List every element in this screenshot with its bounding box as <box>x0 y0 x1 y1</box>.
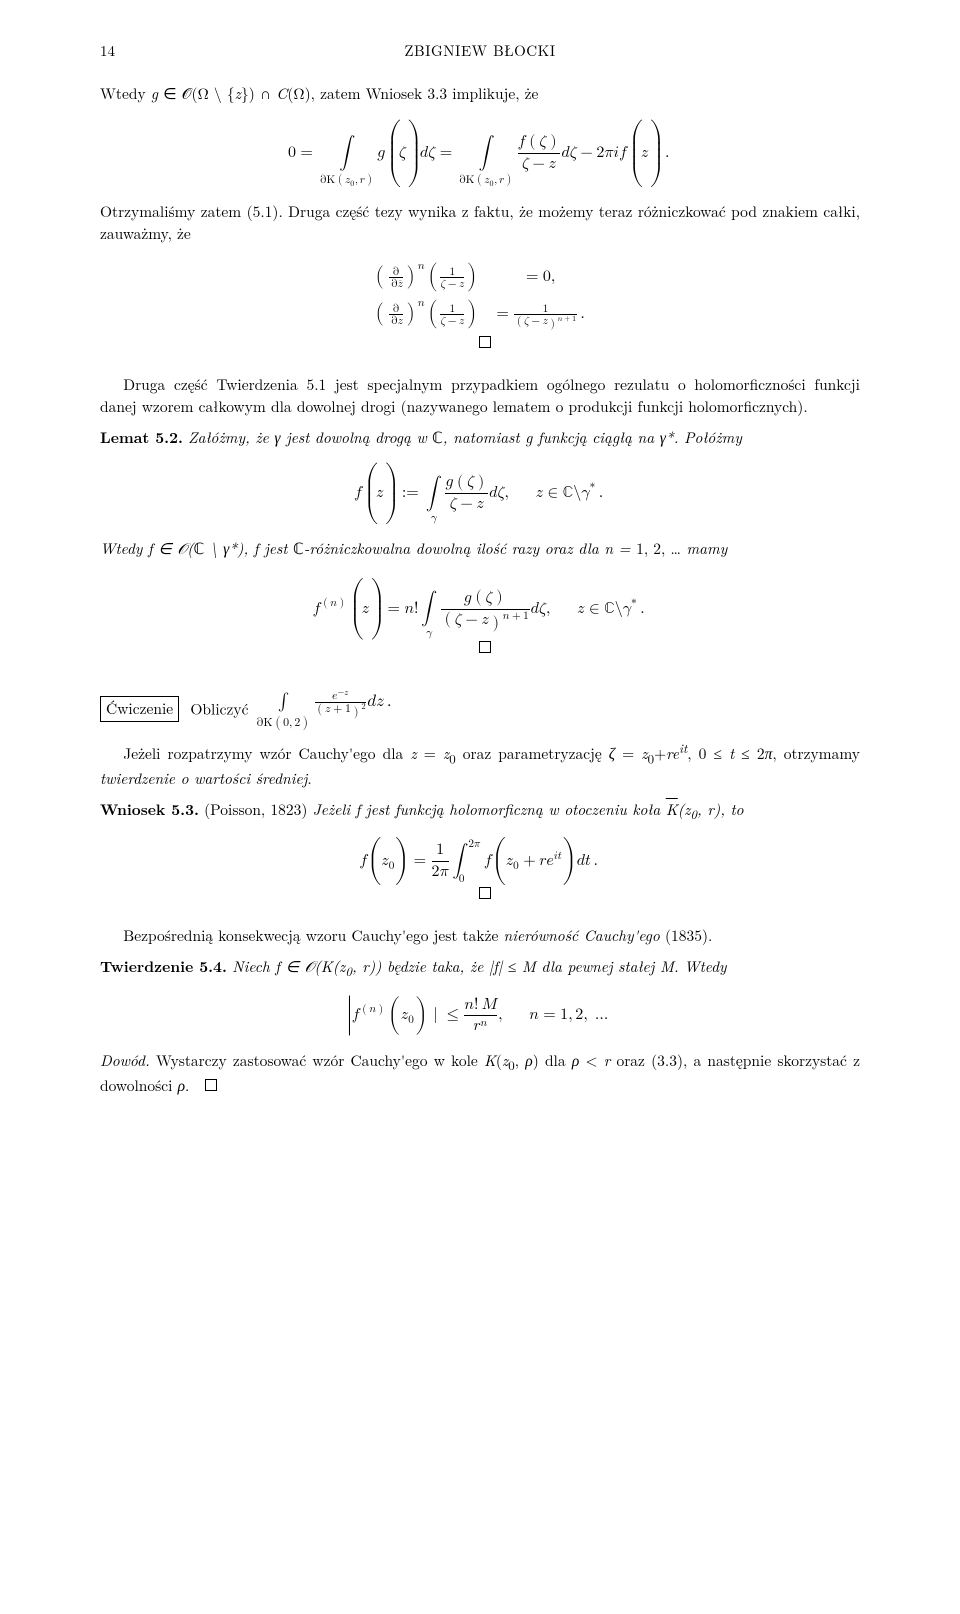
dowod-label: Dowód. <box>100 1050 150 1071</box>
page: 14 ZBIGNIEW BŁOCKI Wtedy g ∈ 𝒪(Ω \ {z}) … <box>0 0 960 1614</box>
qed-box <box>205 1079 217 1091</box>
equation-6: f(z0)= 12π ∫02π f(z0+reit)dt. <box>100 837 860 907</box>
equation-7: |f(n)(z0)| ≤ n!Mrn ,n=1,2,… <box>100 994 860 1036</box>
qed-box <box>479 336 491 348</box>
paragraph-5: Bezpośrednią konsekwecją wzoru Cauchy'eg… <box>100 925 860 947</box>
lemma-label: Lemat 5.2. <box>100 425 183 448</box>
exercise-label: Ćwiczenie <box>100 696 179 722</box>
equation-3: f(z):= ∫γ g(ζ)ζ−z dζ,z∈ℂ\γ*. <box>100 463 860 524</box>
qed-box <box>479 641 491 653</box>
equation-4: f(n)(z)= n! ∫γ g(ζ)(ζ−z)n+1 dζ,z∈ℂ\γ*. <box>100 578 860 661</box>
equation-2: (∂∂z¯)n (1ζ−z) =0, (∂∂z)n (1ζ−z) = 1(ζ−z… <box>100 259 860 356</box>
running-head: ZBIGNIEW BŁOCKI <box>0 40 960 61</box>
twierdzenie-5-4: Twierdzenie 5.4. Niech f ∈ 𝒪(K(z0, r)) b… <box>100 955 860 980</box>
lemma-text: Załóżmy, że γ jest dowolną drogą w <box>188 427 427 448</box>
paragraph-1: Wtedy g ∈ 𝒪(Ω \ {z}) ∩ C(Ω), zatem Wnios… <box>100 83 860 105</box>
lemma-text-2: Wtedy f ∈ 𝒪(ℂ \ γ*), f jest ℂ-różniczkow… <box>100 538 860 560</box>
equation-1: 0= ∫∂K(z0,r) g(ζ)dζ = ∫∂K(z0,r) f(ζ)ζ−z … <box>100 119 860 186</box>
paragraph-2: Otrzymaliśmy zatem (5.1). Druga część te… <box>100 201 860 245</box>
wniosek-5-3: Wniosek 5.3. (Poisson, 1823) Jeżeli f je… <box>100 798 860 823</box>
wniosek-label: Wniosek 5.3. <box>100 797 199 820</box>
qed-box <box>479 887 491 899</box>
paragraph-4: Jeżeli rozpatrzymy wzór Cauchy'ego dla z… <box>100 739 860 790</box>
exercise: Ćwiczenie Obliczyć ∫∂K(0,2) e−z(z+1)2 dz… <box>100 691 860 731</box>
tw-label: Twierdzenie 5.4. <box>100 954 227 977</box>
running-header: 14 ZBIGNIEW BŁOCKI <box>100 40 860 61</box>
wniosek-attr: (Poisson, 1823) <box>204 799 307 820</box>
lemma-5-2: Lemat 5.2. Załóżmy, że γ jest dowolną dr… <box>100 426 860 449</box>
tw-text: Niech f ∈ 𝒪(K(z0, r)) będzie taka, że |f… <box>232 956 727 977</box>
wniosek-text: Jeżeli f jest funkcją holomorficzną w ot… <box>313 799 744 820</box>
dowod: Dowód. Wystarczy zastosować wzór Cauchy'… <box>100 1050 860 1096</box>
exercise-text: Obliczyć <box>190 698 248 719</box>
paragraph-3: Druga część Twierdzenia 5.1 jest specjal… <box>100 374 860 418</box>
